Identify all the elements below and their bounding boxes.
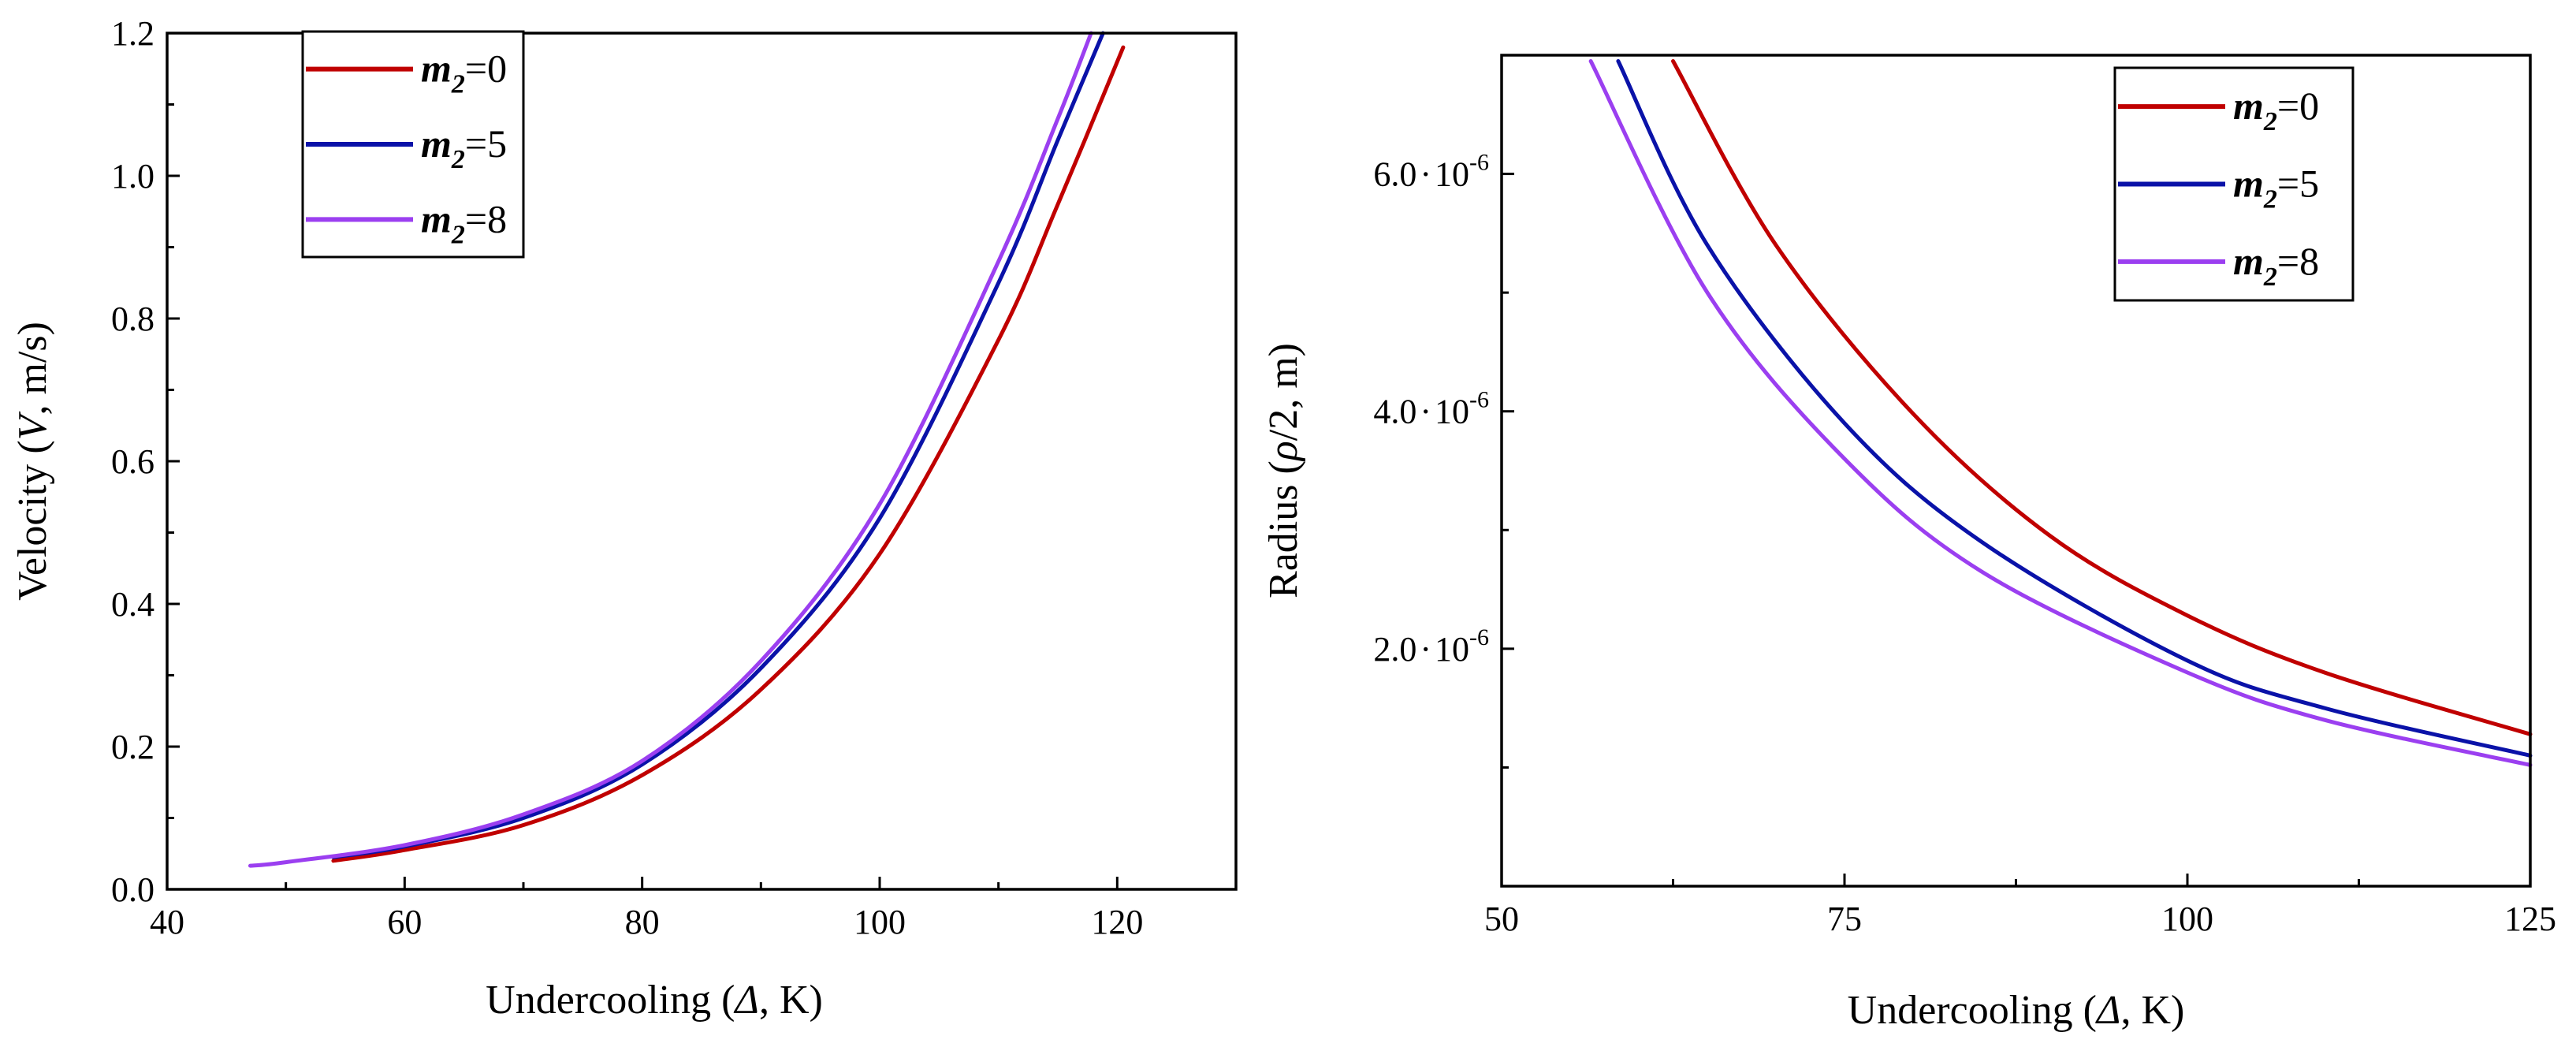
series-line-m2=8: [248, 31, 1093, 868]
y-tick-label: 0.6: [111, 442, 154, 481]
x-tick-label: 100: [2161, 900, 2213, 938]
y-tick-label: 0.0: [111, 870, 154, 909]
legend: m2=0 m2=5 m2=8: [301, 30, 525, 259]
y-tick-label: 0.2: [111, 728, 154, 766]
y-tick-label: 4.0·10-6: [1373, 387, 1489, 431]
series-line-m2=8: [1588, 59, 2533, 767]
y-tick-label: 0.8: [111, 300, 154, 338]
legend-label-m2=5: m2=5: [2233, 162, 2319, 214]
y-tick-label: 0.4: [111, 585, 154, 624]
x-tick-label: 60: [387, 903, 422, 941]
legend-label-m2=0: m2=0: [2233, 84, 2319, 136]
legend-label-m2=0: m2=0: [421, 47, 507, 99]
legend: m2=0 m2=5 m2=8: [2113, 66, 2355, 302]
x-tick-label: 75: [1827, 900, 1862, 938]
y-tick-label: 1.0: [111, 157, 154, 196]
series-line-m2=5: [331, 31, 1105, 859]
plot-frame: [1500, 54, 2532, 888]
y-tick-label: 2.0·10-6: [1373, 624, 1489, 669]
y-axis-label: Radius (ρ/2, m): [1261, 343, 1306, 598]
y-axis-label: Velocity (V, m/s): [10, 322, 55, 601]
chart-panel-1: 40 60 80 100 120 0.0 0.2 0.4 0.6 0.8 1.0 1.2 Underco…: [10, 14, 1238, 1023]
x-tick-label: 125: [2504, 900, 2556, 938]
x-axis-label: Undercooling (Δ, K): [1848, 988, 2185, 1033]
series-line-m2=5: [1616, 59, 2533, 758]
x-tick-label: 120: [1091, 903, 1143, 941]
legend-label-m2=8: m2=8: [421, 196, 507, 249]
x-tick-label: 40: [150, 903, 184, 941]
y-tick-label: 1.2: [111, 14, 154, 53]
y-tick-label: 6.0·10-6: [1373, 150, 1489, 194]
x-tick-label: 100: [854, 903, 906, 941]
x-tick-label: 50: [1484, 900, 1519, 938]
chart-panel-2: 50 75 100 125 2.0·10-6 4.0·10-6 6.0·10-6 Underc…: [1261, 54, 2556, 1033]
legend-label-m2=5: m2=5: [421, 121, 507, 174]
x-tick-label: 80: [625, 903, 660, 941]
series-line-m2=0: [1671, 59, 2533, 736]
legend-label-m2=8: m2=8: [2233, 239, 2319, 292]
x-axis-label: Undercooling (Δ, K): [486, 978, 823, 1023]
series-line-m2=0: [331, 45, 1126, 863]
